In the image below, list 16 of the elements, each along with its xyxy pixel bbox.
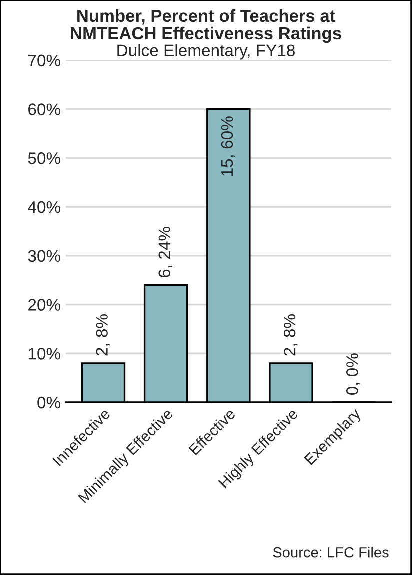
chart-title: Number, Percent of Teachers at NMTEACH Effectiveness Ratings [71, 9, 342, 44]
y-tick-label: 40% [28, 201, 60, 214]
data-label: 2, 8% [284, 314, 298, 356]
data-label: 15, 60% [221, 116, 236, 176]
y-tick-label: 30% [28, 250, 60, 262]
y-tick-label: 10% [28, 348, 60, 360]
data-label: 0, 0% [346, 354, 360, 396]
source-note: Source: LFC Files [273, 547, 389, 558]
chart-subtitle: Dulce Elementary, FY18 [118, 44, 295, 60]
y-tick-label: 70% [28, 54, 60, 67]
data-label: 2, 8% [96, 314, 110, 356]
y-tick-label: 0% [38, 396, 60, 409]
y-tick-label: 50% [28, 152, 60, 164]
y-tick-label: 60% [28, 104, 60, 116]
y-tick-label: 20% [28, 299, 60, 311]
data-label: 6, 24% [158, 227, 173, 278]
